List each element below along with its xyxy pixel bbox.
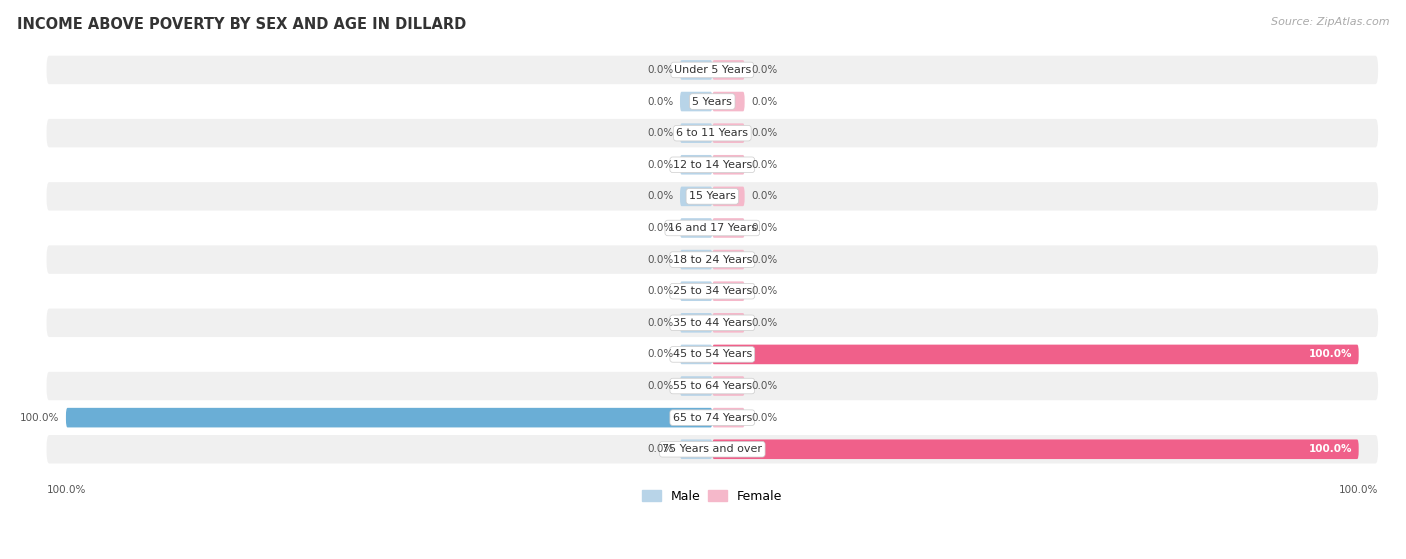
FancyBboxPatch shape xyxy=(681,60,713,80)
Text: 0.0%: 0.0% xyxy=(647,318,673,328)
Text: 0.0%: 0.0% xyxy=(751,65,778,75)
FancyBboxPatch shape xyxy=(681,345,713,364)
Text: 6 to 11 Years: 6 to 11 Years xyxy=(676,128,748,138)
FancyBboxPatch shape xyxy=(681,313,713,333)
FancyBboxPatch shape xyxy=(713,60,745,80)
Text: 0.0%: 0.0% xyxy=(751,191,778,201)
FancyBboxPatch shape xyxy=(46,309,1378,337)
FancyBboxPatch shape xyxy=(681,187,713,206)
FancyBboxPatch shape xyxy=(681,92,713,111)
Text: 0.0%: 0.0% xyxy=(751,381,778,391)
FancyBboxPatch shape xyxy=(713,376,745,396)
FancyBboxPatch shape xyxy=(681,218,713,238)
FancyBboxPatch shape xyxy=(681,124,713,143)
FancyBboxPatch shape xyxy=(713,155,745,174)
Text: 100.0%: 100.0% xyxy=(1339,485,1378,495)
FancyBboxPatch shape xyxy=(46,404,1378,432)
FancyBboxPatch shape xyxy=(46,214,1378,242)
FancyBboxPatch shape xyxy=(713,124,745,143)
FancyBboxPatch shape xyxy=(713,92,745,111)
Text: 100.0%: 100.0% xyxy=(20,413,59,423)
Text: 100.0%: 100.0% xyxy=(1309,444,1353,454)
FancyBboxPatch shape xyxy=(66,408,713,428)
Text: 45 to 54 Years: 45 to 54 Years xyxy=(672,349,752,359)
FancyBboxPatch shape xyxy=(681,376,713,396)
Text: 0.0%: 0.0% xyxy=(647,191,673,201)
Text: 0.0%: 0.0% xyxy=(647,444,673,454)
Text: Source: ZipAtlas.com: Source: ZipAtlas.com xyxy=(1271,17,1389,27)
FancyBboxPatch shape xyxy=(713,281,745,301)
Text: 0.0%: 0.0% xyxy=(751,318,778,328)
Text: 0.0%: 0.0% xyxy=(751,223,778,233)
Text: 0.0%: 0.0% xyxy=(751,254,778,264)
Text: 0.0%: 0.0% xyxy=(647,65,673,75)
FancyBboxPatch shape xyxy=(681,250,713,269)
FancyBboxPatch shape xyxy=(46,119,1378,148)
Text: 0.0%: 0.0% xyxy=(647,128,673,138)
Text: INCOME ABOVE POVERTY BY SEX AND AGE IN DILLARD: INCOME ABOVE POVERTY BY SEX AND AGE IN D… xyxy=(17,17,467,32)
FancyBboxPatch shape xyxy=(46,340,1378,368)
Text: 0.0%: 0.0% xyxy=(647,381,673,391)
Text: 0.0%: 0.0% xyxy=(751,97,778,107)
FancyBboxPatch shape xyxy=(713,345,1358,364)
FancyBboxPatch shape xyxy=(46,372,1378,400)
Text: 18 to 24 Years: 18 to 24 Years xyxy=(672,254,752,264)
Text: Under 5 Years: Under 5 Years xyxy=(673,65,751,75)
Legend: Male, Female: Male, Female xyxy=(637,485,787,508)
Text: 0.0%: 0.0% xyxy=(647,286,673,296)
Text: 0.0%: 0.0% xyxy=(647,349,673,359)
Text: 35 to 44 Years: 35 to 44 Years xyxy=(672,318,752,328)
FancyBboxPatch shape xyxy=(46,150,1378,179)
FancyBboxPatch shape xyxy=(46,56,1378,84)
Text: 0.0%: 0.0% xyxy=(647,223,673,233)
Text: 0.0%: 0.0% xyxy=(647,254,673,264)
FancyBboxPatch shape xyxy=(46,245,1378,274)
Text: 0.0%: 0.0% xyxy=(751,286,778,296)
Text: 55 to 64 Years: 55 to 64 Years xyxy=(672,381,752,391)
Text: 12 to 14 Years: 12 to 14 Years xyxy=(672,160,752,170)
Text: 0.0%: 0.0% xyxy=(751,128,778,138)
Text: 0.0%: 0.0% xyxy=(751,413,778,423)
Text: 25 to 34 Years: 25 to 34 Years xyxy=(672,286,752,296)
Text: 15 Years: 15 Years xyxy=(689,191,735,201)
Text: 100.0%: 100.0% xyxy=(1309,349,1353,359)
FancyBboxPatch shape xyxy=(46,182,1378,211)
Text: 5 Years: 5 Years xyxy=(692,97,733,107)
Text: 100.0%: 100.0% xyxy=(46,485,86,495)
FancyBboxPatch shape xyxy=(713,218,745,238)
FancyBboxPatch shape xyxy=(713,408,745,428)
FancyBboxPatch shape xyxy=(681,281,713,301)
Text: 0.0%: 0.0% xyxy=(647,97,673,107)
FancyBboxPatch shape xyxy=(713,439,1358,459)
FancyBboxPatch shape xyxy=(46,435,1378,463)
Text: 0.0%: 0.0% xyxy=(647,160,673,170)
FancyBboxPatch shape xyxy=(713,250,745,269)
Text: 16 and 17 Years: 16 and 17 Years xyxy=(668,223,756,233)
FancyBboxPatch shape xyxy=(46,277,1378,305)
Text: 65 to 74 Years: 65 to 74 Years xyxy=(672,413,752,423)
FancyBboxPatch shape xyxy=(46,87,1378,116)
FancyBboxPatch shape xyxy=(681,439,713,459)
FancyBboxPatch shape xyxy=(681,155,713,174)
Text: 75 Years and over: 75 Years and over xyxy=(662,444,762,454)
FancyBboxPatch shape xyxy=(713,187,745,206)
FancyBboxPatch shape xyxy=(713,313,745,333)
Text: 0.0%: 0.0% xyxy=(751,160,778,170)
